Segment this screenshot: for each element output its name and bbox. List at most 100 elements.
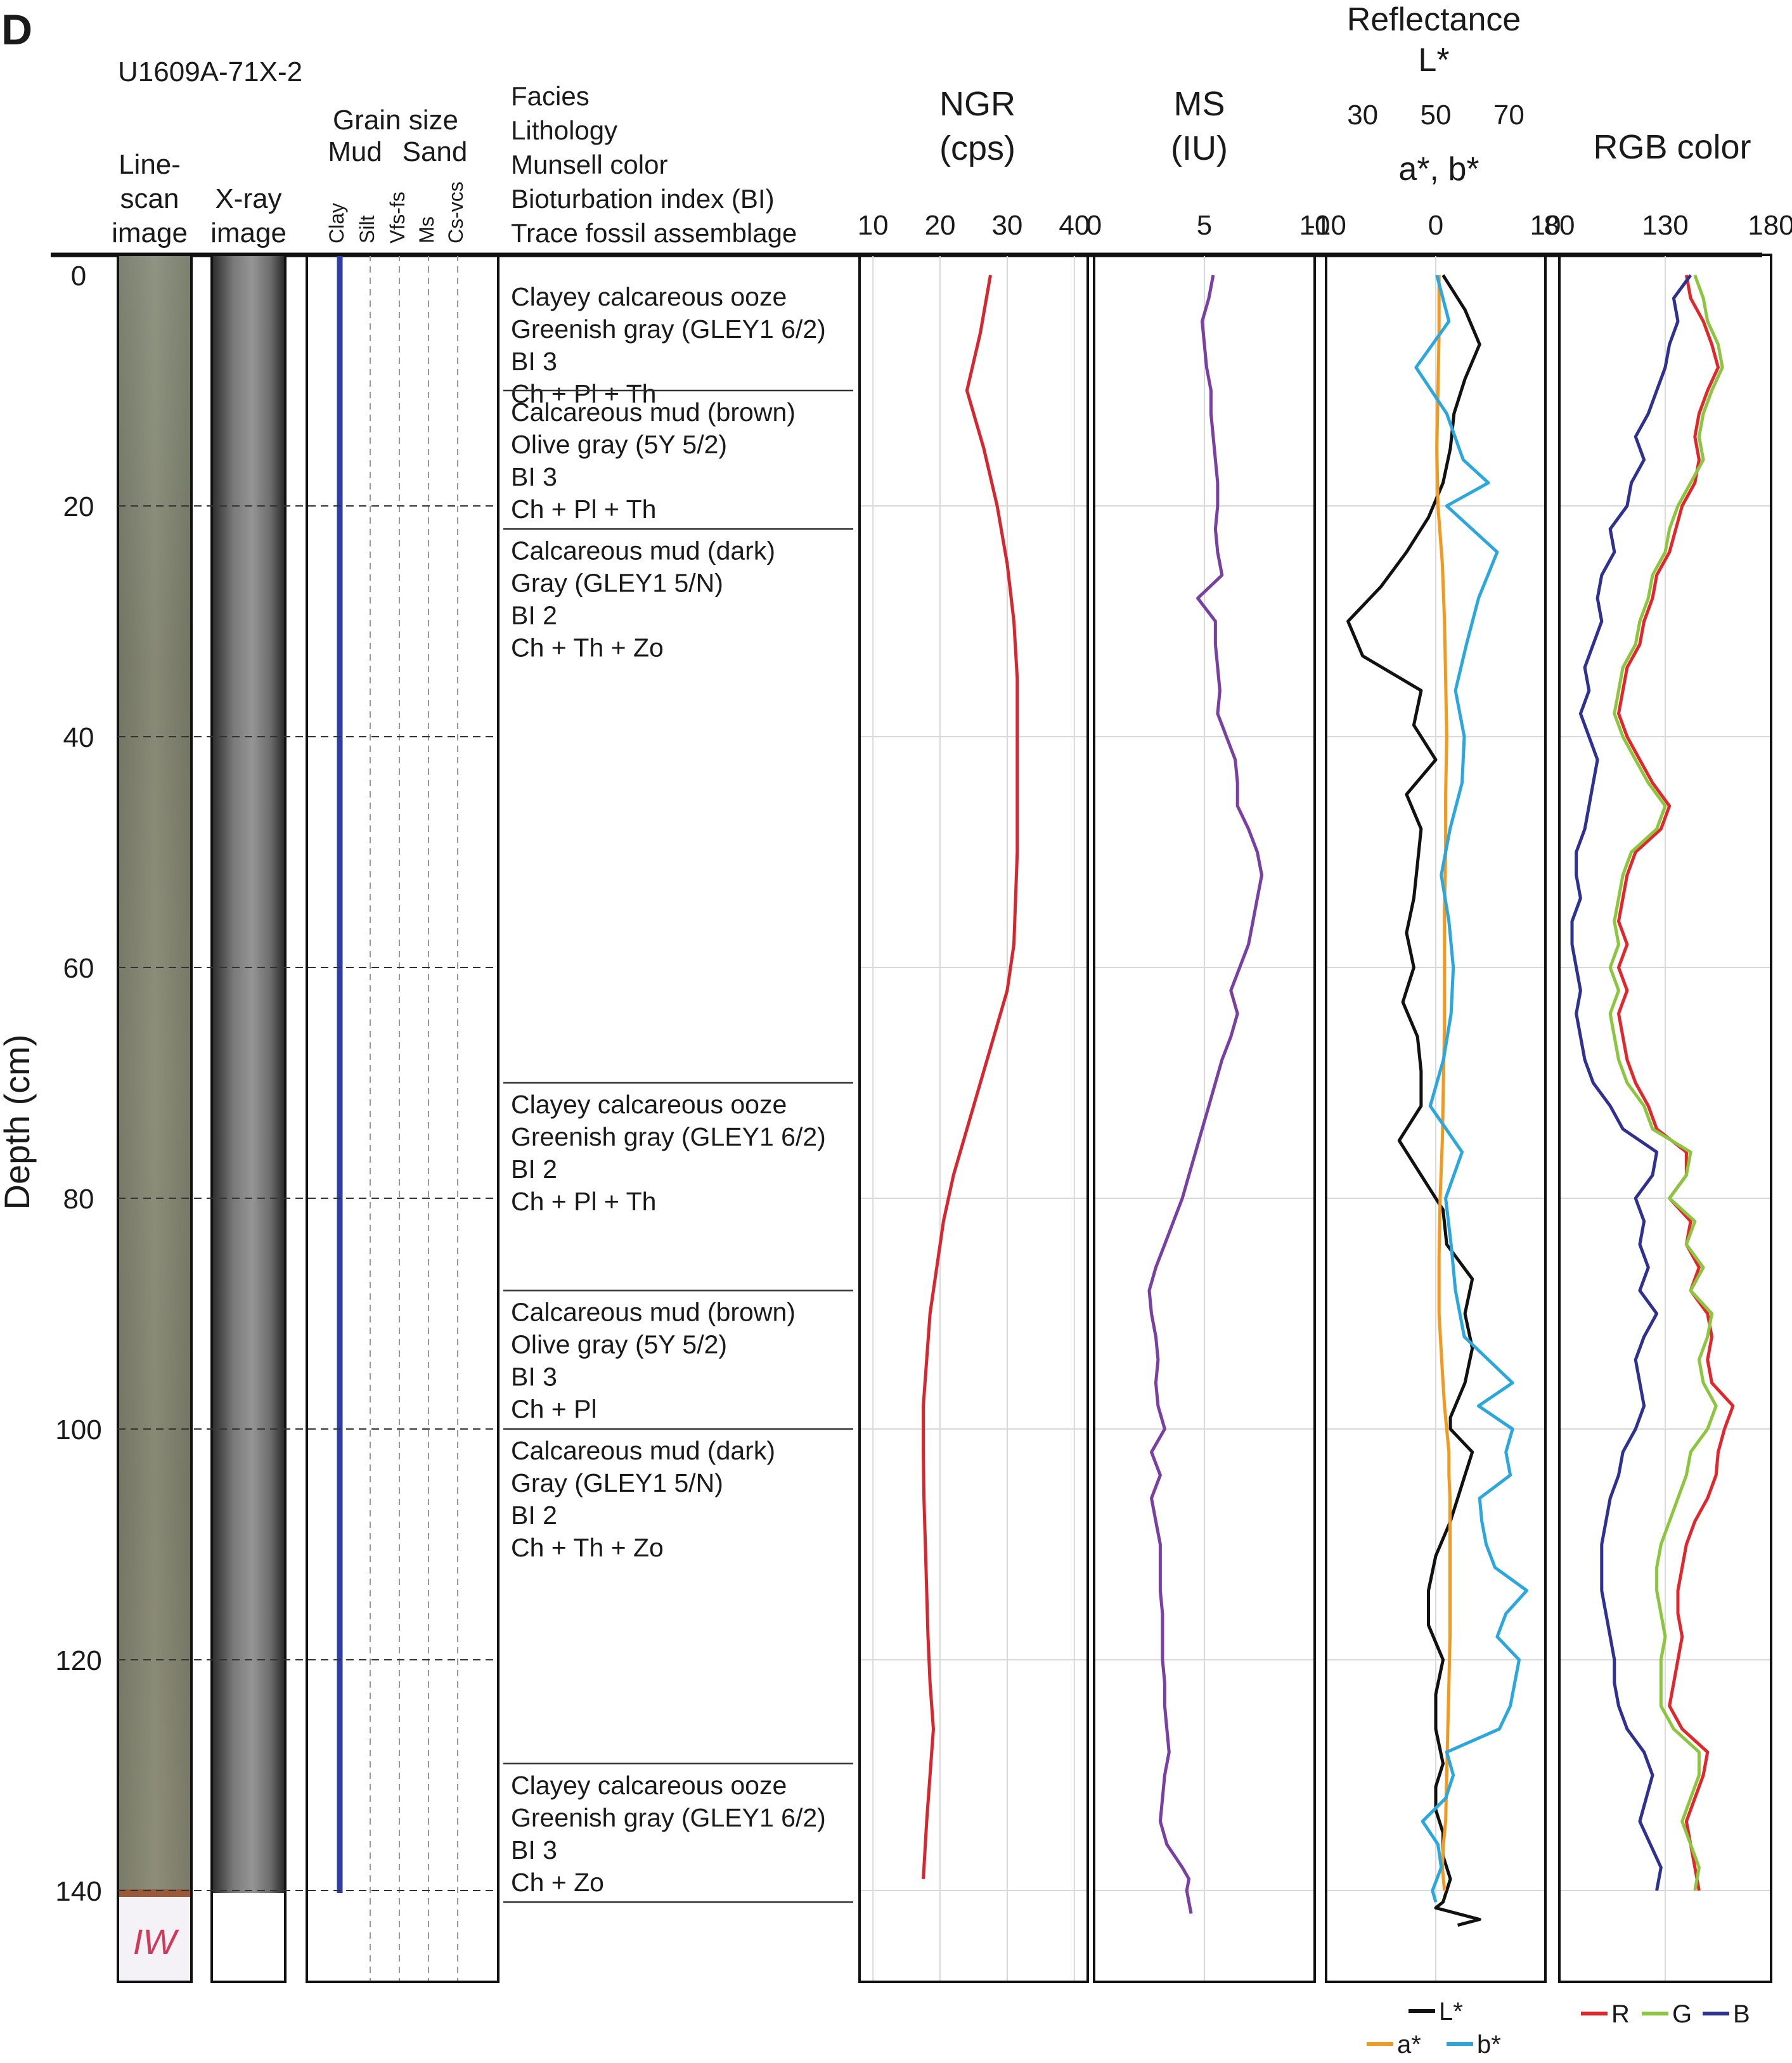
depth-tick-label: 120 bbox=[55, 1645, 101, 1676]
reflectance-L-tick-label: 70 bbox=[1493, 100, 1524, 131]
rgb-series-B-line bbox=[1570, 274, 1692, 1891]
linescan-bag bbox=[118, 1893, 191, 1982]
core-id: U1609A-71X-2 bbox=[118, 56, 302, 87]
depth-tick-label: 80 bbox=[63, 1184, 94, 1215]
xray-frame bbox=[210, 254, 287, 1983]
header-facies-5: Trace fossil assemblage bbox=[511, 218, 797, 248]
depth-tick-label: 0 bbox=[71, 261, 86, 292]
grain-label-clay: Clay bbox=[325, 203, 348, 243]
grain-size-guides bbox=[370, 255, 458, 1982]
facies-unit-7: Clayey calcareous ooze Greenish gray (GLE… bbox=[511, 1771, 826, 1897]
facies-unit-7-line-4: Ch + Zo bbox=[511, 1868, 604, 1897]
reflectance-L-tick-label: 30 bbox=[1347, 100, 1378, 131]
facies-unit-4-line-3: BI 2 bbox=[511, 1154, 557, 1184]
facies-unit-2-line-4: Ch + Pl + Th bbox=[511, 495, 656, 524]
xray-image bbox=[210, 254, 287, 1983]
rgb-series-R-line bbox=[1617, 275, 1735, 1891]
facies-unit-1-line-2: Greenish gray (GLEY1 6/2) bbox=[511, 314, 826, 344]
depth-tick-label: 20 bbox=[63, 491, 94, 522]
grain-label-silt: Silt bbox=[356, 215, 378, 243]
legend-label-b: b* bbox=[1477, 2031, 1501, 2059]
reflectance-series-a-line bbox=[1435, 275, 1452, 1891]
header-grain-mud: Mud bbox=[328, 136, 382, 167]
legend-label-R: R bbox=[1611, 2000, 1630, 2028]
facies-unit-6: Calcareous mud (dark) Gray (GLEY1 5/N) BI … bbox=[503, 1436, 853, 1765]
facies-unit-5: Calcareous mud (brown) Olive gray (5Y 5/2… bbox=[503, 1298, 853, 1430]
xray-core bbox=[212, 255, 285, 1893]
facies-unit-4: Clayey calcareous ooze Greenish gray (GLE… bbox=[503, 1090, 853, 1291]
legend-label-B: B bbox=[1733, 2000, 1750, 2028]
facies-unit-2-line-3: BI 3 bbox=[511, 462, 557, 491]
header-facies-3: Munsell color bbox=[511, 150, 667, 179]
rgb-tick-label: 80 bbox=[1544, 210, 1575, 241]
reflectance-ab-tick-label: 0 bbox=[1428, 210, 1443, 241]
facies-unit-6-line-4: Ch + Th + Zo bbox=[511, 1533, 664, 1562]
depth-tick-label: 40 bbox=[63, 722, 94, 753]
facies-unit-2-line-2: Olive gray (5Y 5/2) bbox=[511, 430, 727, 459]
depth-tick-label: 140 bbox=[55, 1876, 101, 1907]
grain-size-labels: Clay Silt Vfs-fs Ms Cs-vcs bbox=[325, 181, 467, 243]
header-linescan-1: Line- bbox=[119, 149, 181, 180]
facies-unit-4-line-1: Clayey calcareous ooze bbox=[511, 1090, 787, 1119]
facies-unit-4-line-4: Ch + Pl + Th bbox=[511, 1187, 656, 1216]
facies-unit-2: Calcareous mud (brown) Olive gray (5Y 5/2… bbox=[503, 398, 853, 530]
depth-axis: 0 20 40 60 80 100 120 140 bbox=[55, 261, 498, 1907]
ngr-frame bbox=[858, 254, 1089, 1983]
header-ms-2: (IU) bbox=[1171, 129, 1228, 167]
rgb-series-G-line bbox=[1608, 275, 1724, 1891]
grain-label-ms: Ms bbox=[415, 216, 438, 243]
rgb-frame bbox=[1558, 254, 1772, 1983]
rgb-panel: 80 130 180 bbox=[1544, 210, 1792, 1983]
header-grain-title: Grain size bbox=[333, 105, 458, 136]
ms-tick-label: 0 bbox=[1086, 210, 1102, 241]
depth-tick-label: 60 bbox=[63, 953, 94, 984]
ms-tick-label: 5 bbox=[1197, 210, 1212, 241]
ngr-panel: 10 20 30 40 bbox=[858, 210, 1090, 1983]
header-linescan-3: image bbox=[112, 217, 188, 249]
header-facies-2: Lithology bbox=[511, 115, 617, 145]
legend-label-a: a* bbox=[1397, 2031, 1421, 2059]
header-ngr-2: (cps) bbox=[939, 129, 1015, 167]
column-headers: Line- scan image X-ray image Grain size … bbox=[112, 1, 1751, 249]
ngr-tick-label: 10 bbox=[858, 210, 889, 241]
ngr-tick-label: 20 bbox=[925, 210, 956, 241]
header-xray-2: image bbox=[210, 217, 287, 249]
depth-axis-label: Depth (cm) bbox=[0, 1035, 37, 1210]
facies-unit-3-line-1: Calcareous mud (dark) bbox=[511, 536, 775, 565]
legend-label-L: L* bbox=[1439, 1998, 1463, 2026]
reflectance-series-L-line bbox=[1346, 274, 1481, 1927]
facies-unit-5-line-1: Calcareous mud (brown) bbox=[511, 1298, 796, 1327]
rgb-tick-label: 130 bbox=[1642, 210, 1688, 241]
header-xray-1: X-ray bbox=[215, 183, 281, 214]
facies-unit-6-line-1: Calcareous mud (dark) bbox=[511, 1436, 775, 1465]
facies-unit-4-line-2: Greenish gray (GLEY1 6/2) bbox=[511, 1122, 826, 1151]
legend-label-G: G bbox=[1672, 2000, 1692, 2028]
facies-unit-2-line-1: Calcareous mud (brown) bbox=[511, 398, 796, 427]
ngr-series-line bbox=[922, 275, 1019, 1879]
ms-tick-label: 10 bbox=[1299, 210, 1331, 241]
facies-column: Clayey calcareous ooze Greenish gray (GLE… bbox=[497, 255, 853, 1982]
rgb-tick-label: 180 bbox=[1748, 210, 1792, 241]
header-refl-1: Reflectance bbox=[1347, 1, 1521, 38]
linescan-shading bbox=[118, 255, 191, 1893]
reflectance-ab-tick-label: -10 bbox=[1306, 210, 1346, 241]
header-ms-1: MS bbox=[1174, 85, 1225, 123]
panel-label: D bbox=[1, 6, 32, 54]
facies-unit-5-line-2: Olive gray (5Y 5/2) bbox=[511, 1330, 727, 1359]
header-linescan-2: scan bbox=[120, 183, 179, 214]
ngr-tick-label: 40 bbox=[1059, 210, 1090, 241]
facies-unit-3-line-2: Gray (GLEY1 5/N) bbox=[511, 568, 723, 597]
facies-unit-3-line-3: BI 2 bbox=[511, 600, 557, 630]
header-facies-1: Facies bbox=[511, 81, 590, 111]
facies-unit-3-line-4: Ch + Th + Zo bbox=[511, 633, 664, 662]
ms-frame bbox=[1093, 254, 1316, 1983]
linescan-image: IW bbox=[117, 254, 193, 1983]
reflectance-legend: L* a* b* bbox=[1367, 1998, 1501, 2059]
facies-unit-5-line-3: BI 3 bbox=[511, 1362, 557, 1392]
reflectance-ab-tick-label: 10 bbox=[1530, 210, 1561, 241]
ms-series-line bbox=[1147, 275, 1263, 1914]
header-facies-4: Bioturbation index (BI) bbox=[511, 184, 775, 214]
grain-label-vfs: Vfs-fs bbox=[386, 191, 409, 243]
facies-unit-3: Calcareous mud (dark) Gray (GLEY1 5/N) BI … bbox=[503, 536, 853, 1084]
